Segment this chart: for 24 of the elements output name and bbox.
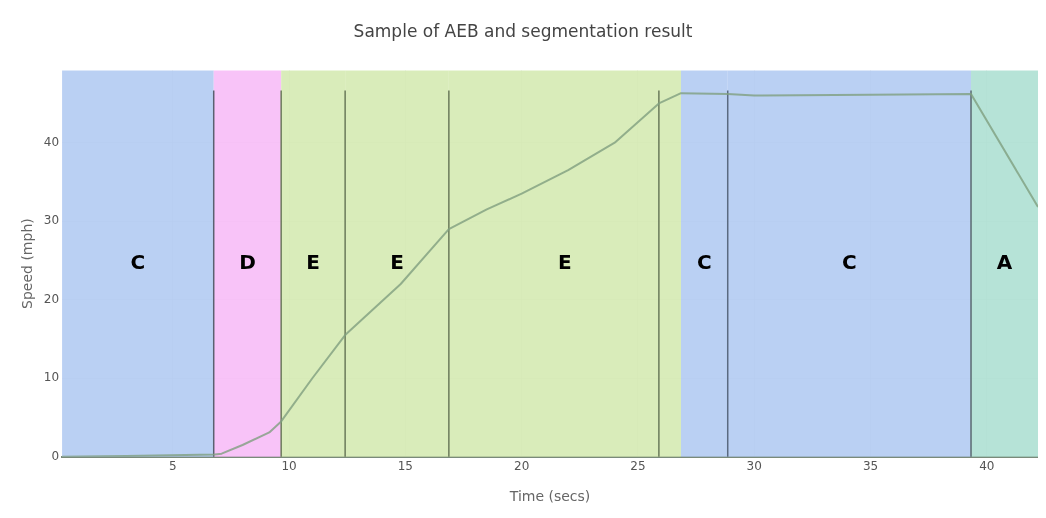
x-tick-label: 10 [281,459,297,474]
x-tick-label: 20 [514,459,530,474]
y-tick-label: 20 [43,291,60,306]
band-label: C [130,249,146,274]
band-label: D [239,249,256,274]
y-tick-label: 10 [43,370,60,385]
band-label: C [842,249,857,274]
y-tick-label: 0 [51,448,60,463]
chart-title: Sample of AEB and segmentation result [353,20,693,41]
band-label: A [996,249,1013,274]
y-tick-label: 40 [43,134,60,149]
band-label: E [390,249,404,274]
x-tick-label: 40 [979,459,995,474]
y-axis-title: Speed (mph) [19,218,36,309]
band-label: E [306,249,320,274]
band-label: E [558,249,572,274]
y-tick-label: 30 [43,213,60,228]
x-tick-label: 25 [630,459,646,474]
x-tick-label: 15 [397,459,414,474]
x-tick-label: 35 [862,459,879,474]
x-axis-title: Time (secs) [508,488,591,505]
band-label: C [697,249,712,274]
x-tick-label: 30 [746,459,762,474]
x-tick-label: 5 [168,459,177,474]
